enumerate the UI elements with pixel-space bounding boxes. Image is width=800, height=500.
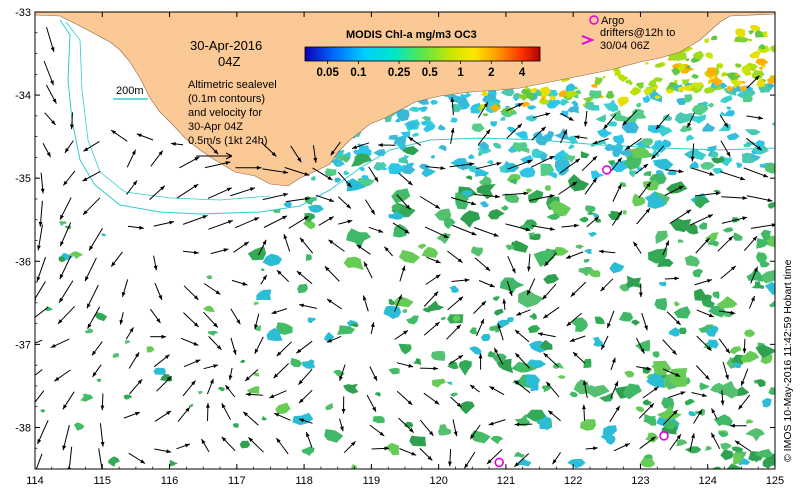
x-tick-label-11: 125 <box>766 475 784 487</box>
velocity-arrow <box>35 390 45 403</box>
colorbar-tick-label-1: 0.1 <box>350 67 367 79</box>
x-tick-label-0: 114 <box>26 475 44 487</box>
description-line-2: (0.1m contours) <box>188 93 265 105</box>
description-line-4: 30-Apr 04Z <box>188 121 243 133</box>
contour-legend-label: 200m <box>116 85 144 97</box>
velocity-arrow <box>35 339 43 344</box>
argo-float-1 <box>601 165 612 175</box>
credit-text: © IMOS 10-May-2016 11:42:59 Hobart time <box>782 259 794 462</box>
y-axis: -33 -34 -35 -36 -37 -38 <box>15 7 775 470</box>
colorbar-tick-label-2: 0.25 <box>388 67 411 79</box>
velocity-arrow <box>35 369 43 376</box>
y-tick-label-3: -36 <box>15 256 31 268</box>
colorbar-title: MODIS Chl-a mg/m3 OC3 <box>346 29 477 41</box>
x-tick-label-9: 123 <box>631 475 649 487</box>
argo-float-3 <box>494 457 505 468</box>
x-tick-label-10: 124 <box>699 475 717 487</box>
velocity-arrow <box>98 448 103 469</box>
australia-landmass <box>35 12 775 187</box>
argo-legend-chevron-icon <box>581 35 595 45</box>
description-line-3: and velocity for <box>188 107 262 119</box>
y-tick-label-4: -37 <box>15 339 31 351</box>
contour-200m <box>59 19 775 215</box>
velocity-arrow <box>35 281 46 300</box>
date-line2: 04Z <box>218 54 240 69</box>
date-line1: 30-Apr-2016 <box>190 38 262 53</box>
colorbar-ticks: 0.05 0.1 0.25 0.5 1 2 4 <box>316 61 526 79</box>
y-tick-label-5: -38 <box>15 422 31 434</box>
colorbar <box>304 46 541 62</box>
y-tick-label-1: -34 <box>15 90 31 102</box>
y-tick-label-0: -33 <box>15 7 31 19</box>
x-tick-label-7: 121 <box>497 475 515 487</box>
colorbar-tick-label-0: 0.05 <box>316 67 339 79</box>
colorbar-tick-label-5: 2 <box>488 67 494 79</box>
colorbar-tick-label-3: 0.5 <box>422 67 439 79</box>
argo-float-2 <box>659 430 669 441</box>
argo-line-2: drifters@12h to <box>600 27 675 39</box>
argo-line-3: 30/04 06Z <box>600 40 650 52</box>
description-line-1: Altimetric sealevel <box>188 79 277 91</box>
argo-line-1: Argo <box>601 15 624 27</box>
velocity-arrow <box>35 453 43 469</box>
x-tick-label-4: 118 <box>295 475 313 487</box>
argo-legend-marker <box>589 15 599 25</box>
velocity-arrow <box>35 307 49 318</box>
x-tick-label-3: 117 <box>228 475 246 487</box>
x-tick-label-8: 122 <box>564 475 582 487</box>
x-tick-label-1: 115 <box>93 475 111 487</box>
x-tick-label-2: 116 <box>161 475 179 487</box>
description-block: Altimetric sealevel (0.1m contours) and … <box>188 79 277 147</box>
y-tick-label-2: -35 <box>15 173 31 185</box>
argo-float-markers <box>494 165 669 468</box>
x-tick-label-5: 119 <box>363 475 381 487</box>
colorbar-tick-label-6: 4 <box>519 67 526 79</box>
x-tick-label-6: 120 <box>429 475 447 487</box>
description-line-5: 0.5m/s (1kt 24h) <box>188 135 267 147</box>
colorbar-tick-label-4: 1 <box>457 67 464 79</box>
velocity-arrows <box>35 26 775 469</box>
scale-arrow <box>196 152 233 160</box>
x-axis: 114 115 116 117 118 119 120 121 122 123 124 125 <box>26 12 784 487</box>
